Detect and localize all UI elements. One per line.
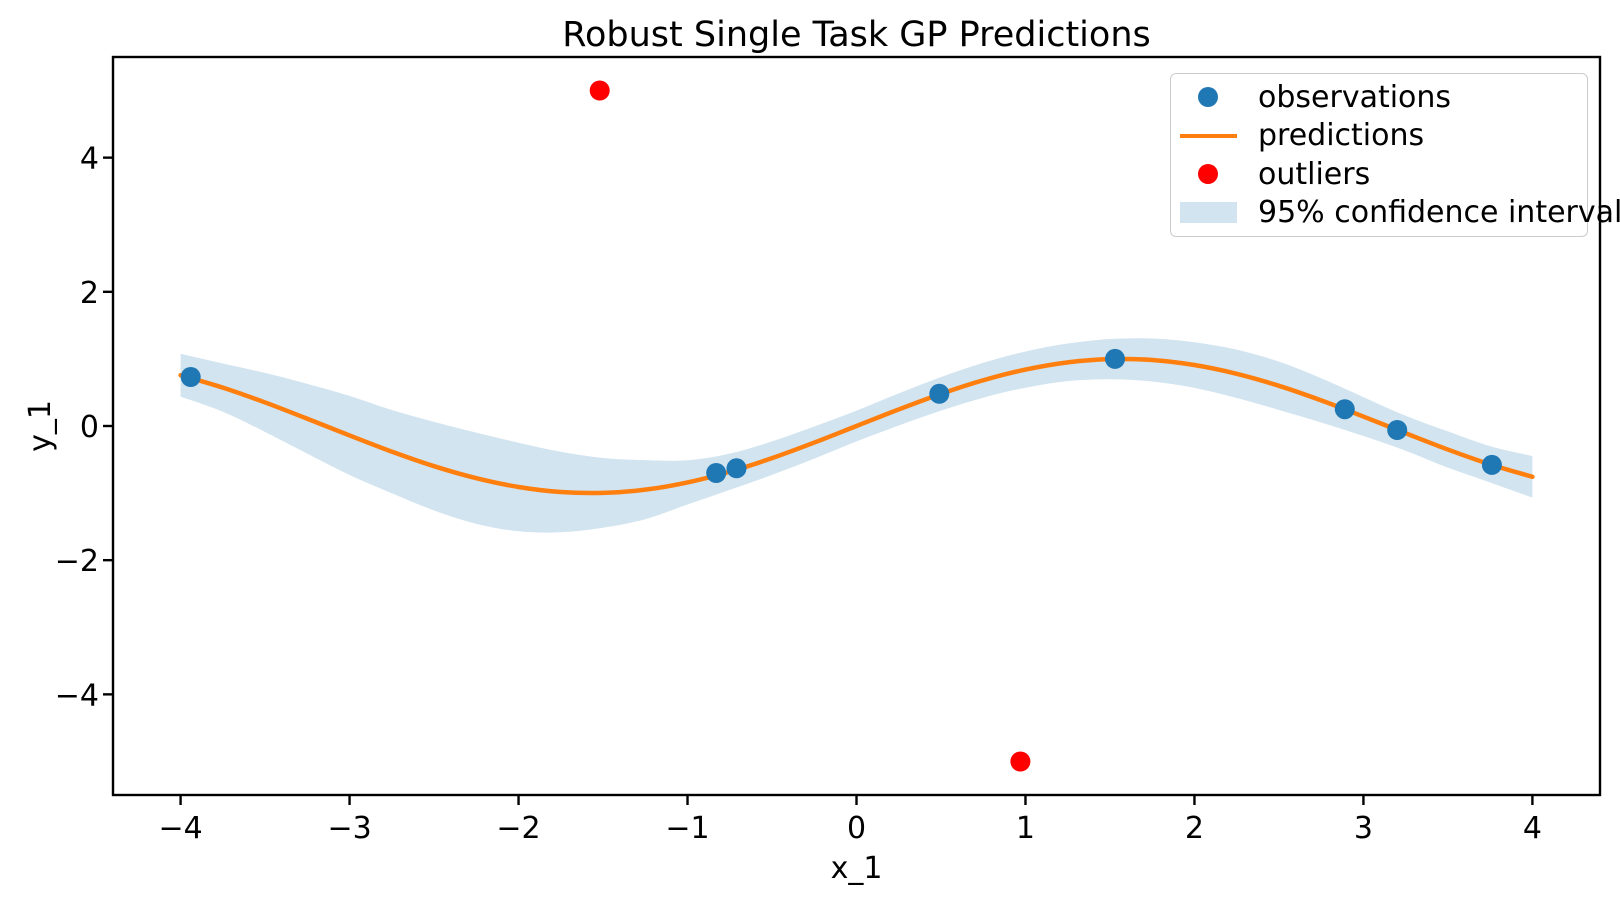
x-tick-label: −2: [496, 811, 540, 846]
predictions-line-icon: [1179, 133, 1237, 139]
legend-entry-predictions: predictions: [1171, 117, 1587, 155]
observation-point: [1334, 399, 1355, 420]
plot-area: −4 −3 −2 −1 0 1 2 3 4 −4 −2 0 2 4: [55, 55, 1602, 846]
legend-label: predictions: [1258, 118, 1425, 154]
x-tick-label: 2: [1185, 811, 1204, 846]
y-tick-label: 4: [80, 142, 99, 177]
legend-label: 95% confidence interval: [1258, 195, 1620, 231]
x-tick-label: 3: [1354, 811, 1373, 846]
x-tick-label: −3: [327, 811, 371, 846]
chart-title: Robust Single Task GP Predictions: [562, 15, 1151, 55]
legend-entry-confidence-interval: 95% confidence interval: [1171, 194, 1620, 232]
x-tick-label: 1: [1016, 811, 1035, 846]
legend-label: observations: [1258, 79, 1452, 115]
legend: observations predictions outliers 95% co…: [1170, 73, 1620, 237]
confidence-interval-patch-icon: [1179, 202, 1237, 224]
y-axis-label: y_1: [23, 400, 58, 452]
legend-entry-observations: observations: [1171, 78, 1587, 116]
x-axis-label: x_1: [831, 851, 883, 886]
prediction-line: [178, 356, 1535, 496]
observation-point: [726, 458, 747, 479]
x-tick-label: 4: [1523, 811, 1542, 846]
legend-entry-outliers: outliers: [1171, 155, 1587, 193]
y-tick-label: 2: [80, 276, 99, 311]
confidence-band: [180, 338, 1533, 533]
x-tick-label: −4: [158, 811, 202, 846]
legend-label: outliers: [1258, 156, 1371, 192]
outliers-dot-icon: [1198, 164, 1218, 185]
y-tick-label: −2: [55, 544, 99, 579]
observation-point: [929, 383, 950, 404]
observations-dot-icon: [1198, 87, 1218, 108]
observation-point: [1387, 420, 1408, 440]
y-tick-label: 0: [80, 410, 99, 445]
outlier-point: [589, 80, 610, 101]
observation-point: [1481, 454, 1502, 475]
outlier-point: [1010, 751, 1031, 772]
x-tick-label: 0: [847, 811, 866, 846]
y-tick-label: −4: [55, 678, 99, 713]
observation-point: [180, 367, 201, 387]
observation-point: [706, 463, 727, 483]
observation-point: [1105, 348, 1125, 369]
x-tick-label: −1: [665, 811, 709, 846]
